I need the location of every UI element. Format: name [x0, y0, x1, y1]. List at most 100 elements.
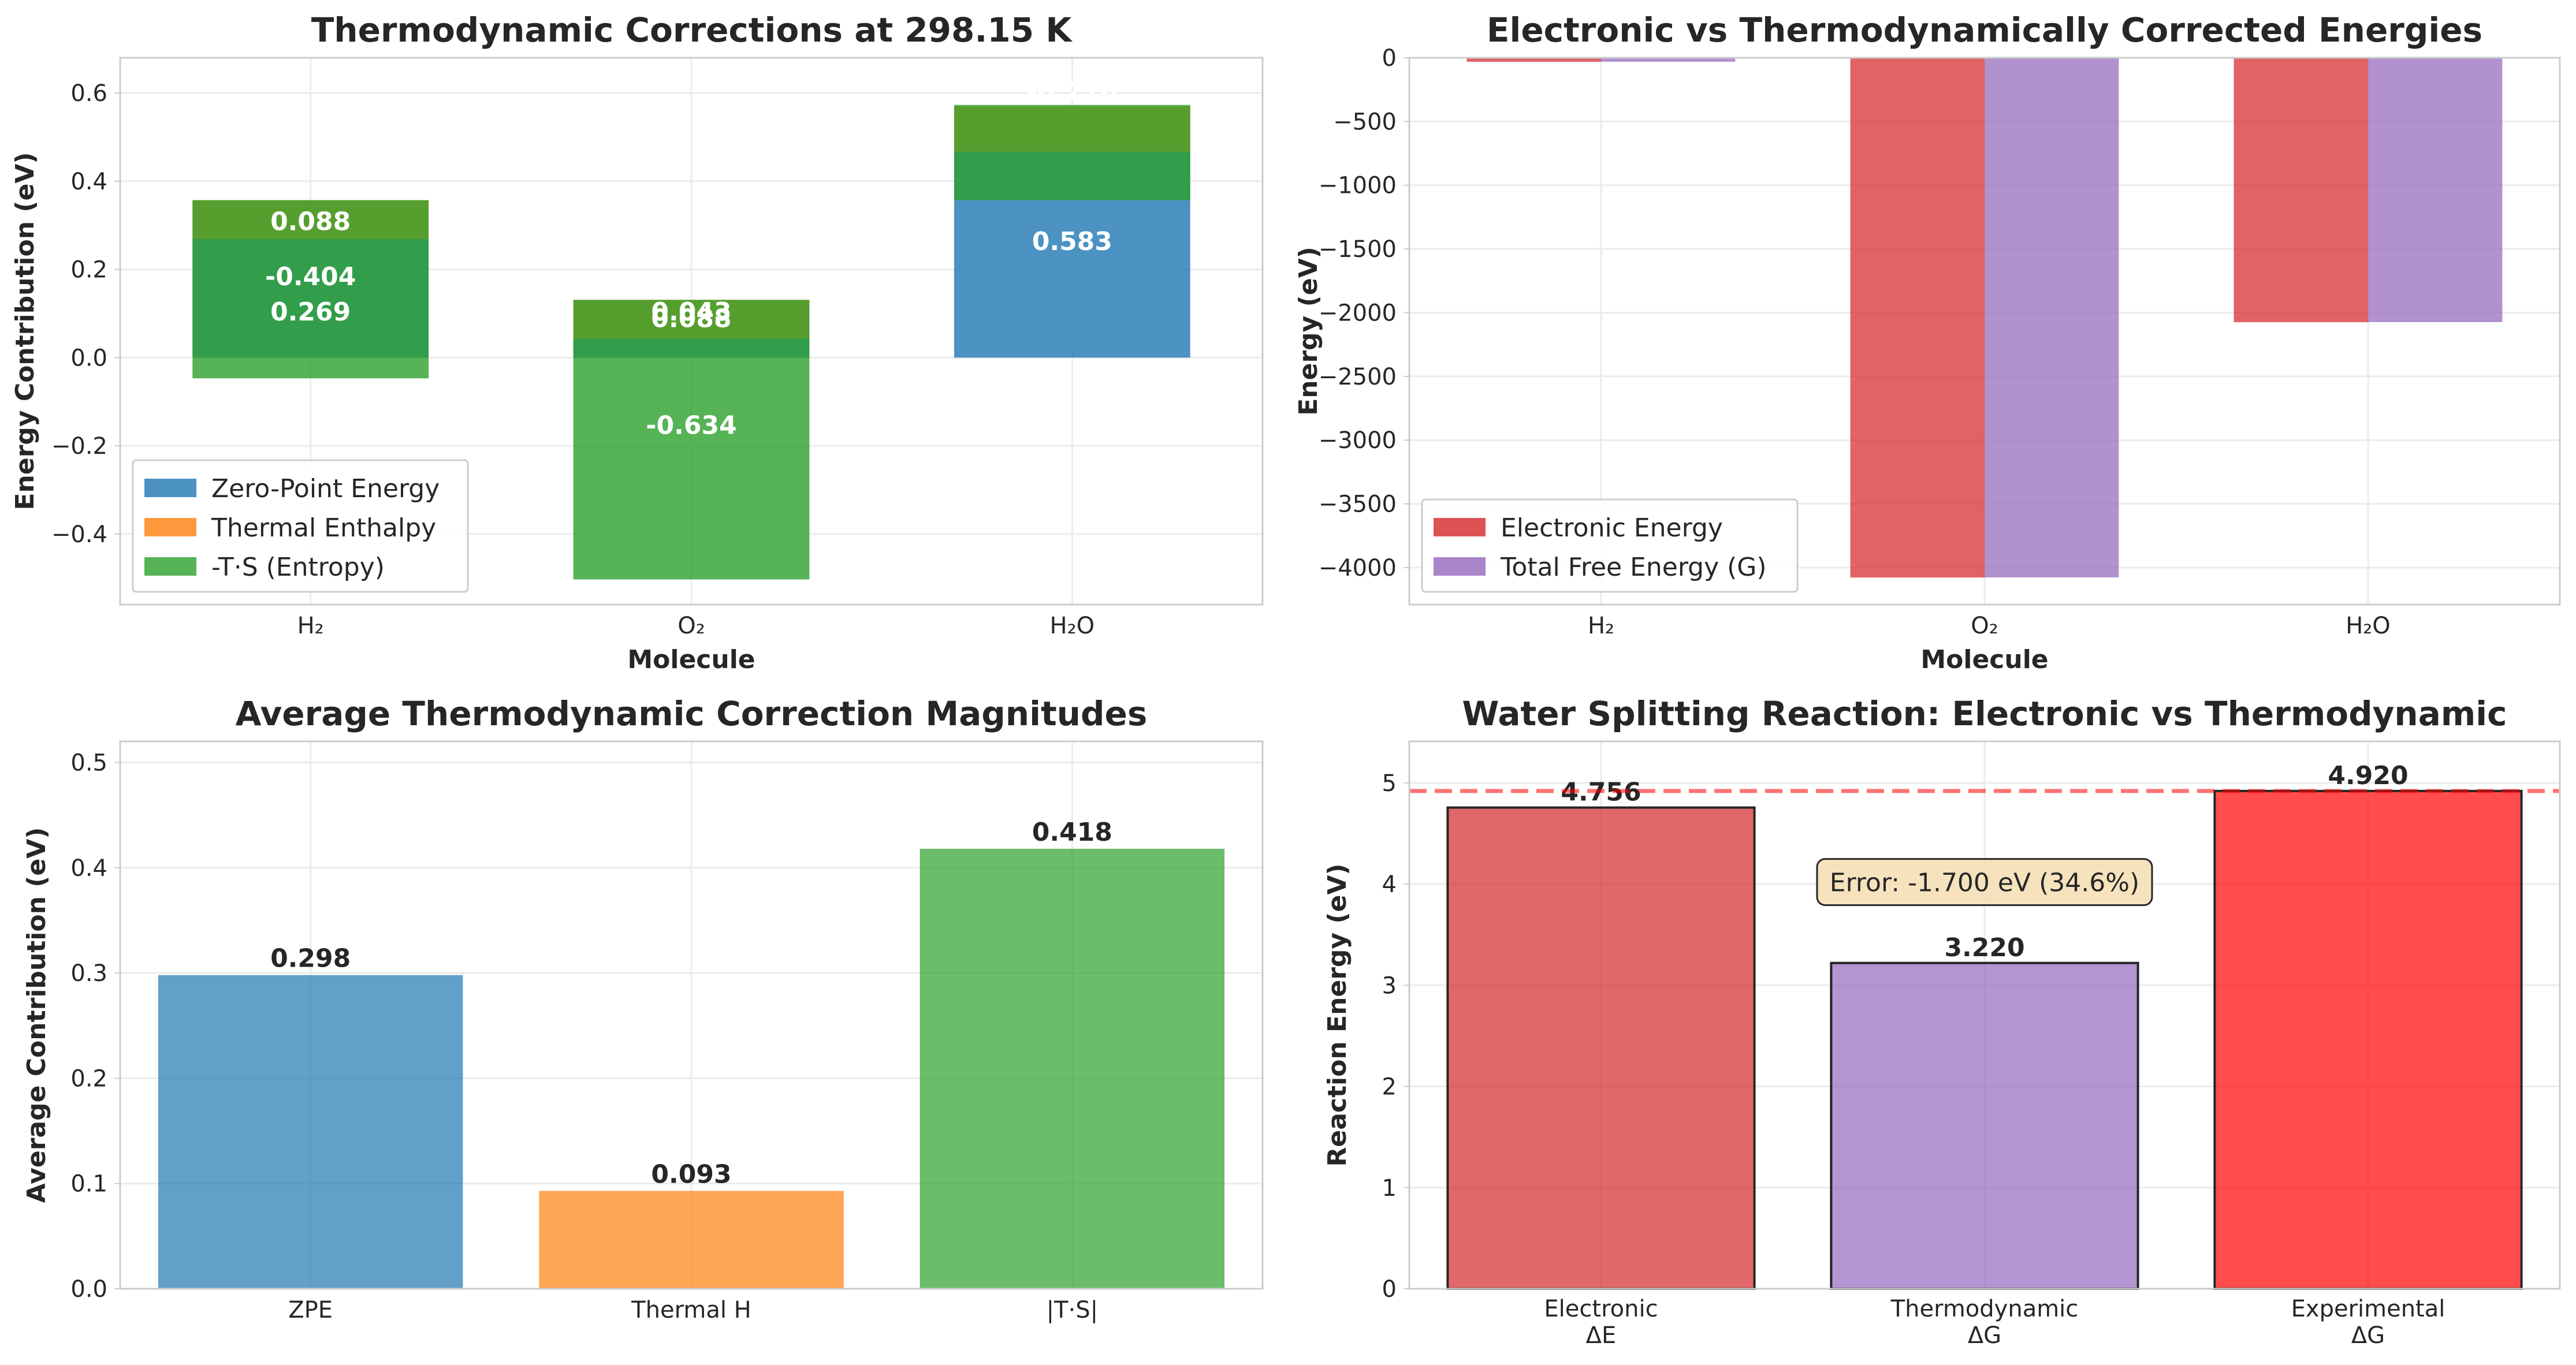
bar-value-label: 0.298 — [270, 944, 351, 974]
y-tick-label: 1 — [1382, 1175, 1397, 1202]
y-tick-label: −1000 — [1319, 173, 1397, 199]
error-annotation: Error: -1.700 eV (34.6%) — [1830, 868, 2139, 898]
bar-value-label: -0.216 — [1027, 77, 1118, 106]
x-tick-label: ZPE — [288, 1297, 333, 1323]
y-axis-label: Energy (eV) — [1294, 247, 1323, 416]
bar — [920, 848, 1225, 1289]
plot-border — [119, 740, 1264, 1290]
y-tick-label: 0.5 — [70, 749, 107, 776]
x-tick-label: H₂O — [1050, 613, 1095, 639]
bar — [1985, 58, 2119, 577]
bar — [1830, 961, 2139, 1290]
y-tick-label: −2500 — [1319, 364, 1397, 390]
y-tick-label: 0 — [1382, 45, 1397, 72]
y-axis-label: Reaction Energy (eV) — [1323, 863, 1352, 1166]
bar — [2233, 58, 2368, 323]
bar-value-label: 4.920 — [2328, 761, 2408, 790]
y-tick-label: −500 — [1333, 109, 1397, 135]
bar-segment — [954, 105, 1190, 200]
y-tick-label: 0.0 — [70, 345, 107, 371]
x-tick-label: O₂ — [1971, 613, 1998, 639]
bar-value-label: 0.093 — [651, 1159, 731, 1189]
bar — [1466, 58, 1601, 62]
chart-title: Electronic vs Thermodynamically Correcte… — [1487, 10, 2482, 50]
x-tick-label: Thermodynamic — [1890, 1296, 2079, 1322]
y-tick-label: 0.2 — [70, 257, 107, 284]
y-tick-label: 0.2 — [70, 1065, 107, 1092]
y-axis-label: Energy Contribution (eV) — [10, 152, 40, 510]
chart-title: Water Splitting Reaction: Electronic vs … — [1462, 694, 2507, 733]
y-tick-label: 3 — [1382, 972, 1397, 999]
y-tick-label: −2000 — [1319, 300, 1397, 326]
legend-box — [1421, 498, 1799, 593]
y-tick-label: 0.3 — [70, 960, 107, 987]
bar — [1446, 806, 1756, 1290]
chart-electronic-vs-corrected: −4000 −3500 −3000 −2500 −2000 −1500 −1000 −500 0… — [1294, 10, 2561, 674]
bar-value-label: 3.220 — [1944, 933, 2024, 963]
chart-water-splitting: 0 1 2 3 4 5 Water Splitting Reaction: Electron… — [1323, 694, 2561, 1349]
bar — [1601, 58, 1736, 62]
plot-border — [1408, 57, 2561, 606]
x-tick-label: H₂O — [2346, 613, 2391, 639]
bar-value-label: 0.088 — [270, 207, 351, 237]
bar-value-label: 0.088 — [651, 304, 731, 334]
y-tick-label: 0.6 — [70, 80, 107, 107]
y-axis-label: Average Contribution (eV) — [22, 827, 51, 1203]
bar-value-label: 0.103 — [1032, 64, 1112, 93]
x-tick-label: H₂ — [297, 613, 324, 639]
legend-label: Total Free Energy (G) — [1500, 553, 1767, 582]
legend-label: Electronic Energy — [1501, 513, 1723, 543]
y-tick-label: 4 — [1382, 871, 1397, 898]
legend-box — [132, 459, 469, 593]
y-tick-label: −1500 — [1319, 236, 1397, 263]
x-axis-label: Molecule — [1920, 645, 2048, 674]
y-tick-label: −4000 — [1319, 555, 1397, 581]
legend-label: Zero-Point Energy — [211, 474, 440, 504]
bar — [2368, 58, 2503, 322]
chart-title: Average Thermodynamic Correction Magnitu… — [236, 694, 1148, 733]
chart-thermo-corrections: −0.4 −0.2 0.0 0.2 0.4 0.6 Thermodynamic Correc… — [10, 10, 1264, 674]
y-tick-label: 0.0 — [70, 1276, 107, 1303]
legend-swatch — [1434, 557, 1486, 576]
y-tick-label: −3500 — [1319, 491, 1397, 518]
plot-border — [119, 57, 1264, 606]
y-tick-label: 0.4 — [70, 169, 107, 195]
y-tick-label: 2 — [1382, 1074, 1397, 1101]
legend-swatch — [144, 518, 196, 536]
y-tick-label: −0.4 — [51, 521, 107, 548]
bar-value-label: -0.634 — [646, 411, 736, 440]
legend-swatch — [144, 557, 196, 576]
legend-label: -T·S (Entropy) — [211, 553, 385, 582]
y-tick-label: 0.4 — [70, 855, 107, 882]
bar-segment — [192, 200, 429, 379]
bar — [1850, 58, 1985, 578]
x-tick-label: O₂ — [677, 613, 705, 639]
legend-label: Thermal Enthalpy — [211, 513, 436, 543]
y-tick-label: 5 — [1382, 770, 1397, 797]
x-tick-label: |T·S| — [1047, 1297, 1099, 1323]
y-tick-label: −0.2 — [51, 433, 107, 460]
legend-swatch — [1434, 518, 1486, 536]
chart-title: Thermodynamic Corrections at 298.15 K — [311, 10, 1073, 50]
x-tick-label: ΔG — [2351, 1322, 2385, 1349]
y-tick-label: −3000 — [1319, 427, 1397, 454]
x-tick-label: Thermal H — [631, 1297, 751, 1323]
bar-value-label: 0.418 — [1032, 818, 1112, 847]
plot-border — [1408, 740, 2561, 1290]
x-tick-label: Experimental — [2291, 1296, 2445, 1322]
x-axis-label: Molecule — [627, 645, 755, 674]
bar-value-label: 0.043 — [651, 297, 731, 327]
bar — [2213, 789, 2523, 1290]
x-tick-label: ΔG — [1968, 1322, 2001, 1349]
bar-value-label: 0.269 — [270, 297, 351, 327]
y-tick-label: 0.1 — [70, 1171, 107, 1198]
bar-value-label: 0.583 — [1032, 227, 1112, 256]
x-tick-label: Electronic — [1544, 1296, 1658, 1322]
chart-average-magnitudes: 0.0 0.1 0.2 0.3 0.4 0.5 Average Thermodynamic … — [22, 694, 1264, 1323]
y-tick-label: 0 — [1382, 1276, 1397, 1303]
legend-swatch — [144, 479, 196, 497]
error-annotation-box — [1816, 858, 2153, 907]
bar-segment — [573, 300, 810, 580]
bar-value-label: -0.404 — [265, 262, 356, 292]
